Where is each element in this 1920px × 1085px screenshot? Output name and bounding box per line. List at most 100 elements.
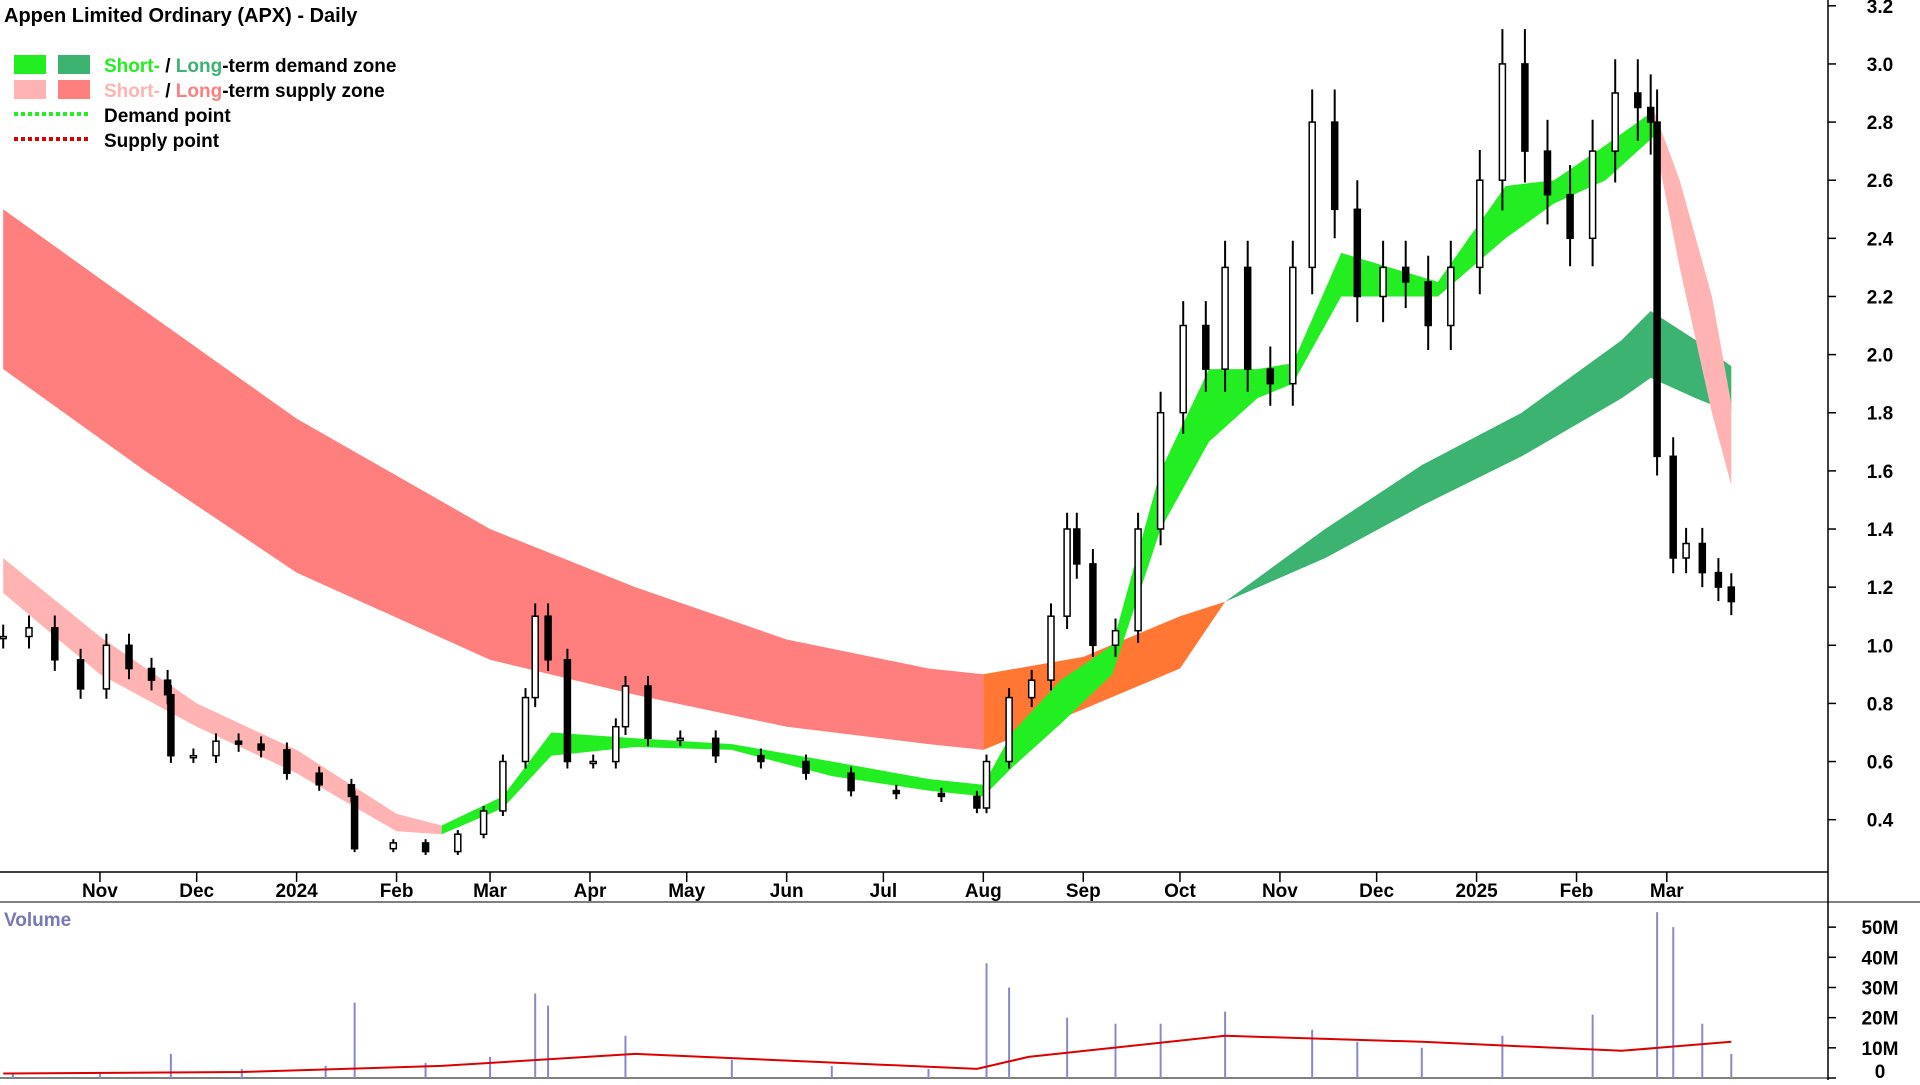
legend-label: Short- / Long-term demand zone <box>104 56 396 77</box>
price-candle <box>1027 679 1036 699</box>
x-tick-label: Aug <box>965 881 1002 902</box>
x-tick-label: Jul <box>870 881 897 902</box>
price-candle <box>350 795 359 850</box>
price-candle <box>1682 542 1690 559</box>
price-candle <box>1611 92 1619 152</box>
price-candle <box>1308 121 1316 269</box>
volume-tick-label: 10M <box>1862 1039 1899 1060</box>
price-candle <box>521 696 530 763</box>
price-candle <box>76 659 85 690</box>
x-tick-label: Feb <box>1560 881 1594 902</box>
price-candle <box>1669 455 1677 559</box>
price-candle <box>1698 542 1707 574</box>
y-tick-label: 1.4 <box>1867 520 1894 541</box>
legend-label: Demand point <box>104 106 231 127</box>
price-candle <box>315 772 323 786</box>
price-candle <box>892 789 901 795</box>
legend-swatch-short <box>14 55 46 74</box>
price-candle <box>147 667 156 681</box>
price-candle <box>1005 696 1013 763</box>
y-tick-label: 3.0 <box>1867 55 1893 76</box>
y-tick-label: 0.8 <box>1867 694 1893 715</box>
price-candle <box>1401 266 1410 283</box>
price-candle <box>1156 411 1165 530</box>
y-tick-label: 1.2 <box>1867 578 1893 599</box>
price-candle <box>644 685 652 740</box>
price-candle <box>102 644 111 690</box>
x-tick-label: May <box>668 881 705 902</box>
legend-swatch-long <box>58 55 90 74</box>
legend-label-part: Long <box>176 81 222 102</box>
price-candle <box>1134 528 1142 632</box>
y-tick-label: 2.8 <box>1867 113 1893 134</box>
y-tick-label: 0.4 <box>1867 811 1894 832</box>
long-term-demand-zone <box>1225 311 1732 602</box>
x-tick-label: Mar <box>473 881 507 902</box>
y-tick-label: 3.2 <box>1867 0 1893 18</box>
price-candle <box>389 842 398 850</box>
y-tick-label: 0.6 <box>1867 753 1893 774</box>
price-candle <box>421 842 430 853</box>
legend-label: Supply point <box>104 131 220 152</box>
price-candle <box>612 725 620 763</box>
price-candle <box>257 743 265 751</box>
x-tick-label: 2025 <box>1455 881 1498 902</box>
long-term-zone-layer <box>3 209 1732 750</box>
volume-tick-label: 30M <box>1862 979 1899 1000</box>
legend-label-part: -term demand zone <box>222 56 396 77</box>
price-candle <box>1063 528 1071 617</box>
price-candle <box>1653 121 1661 458</box>
price-candle <box>1646 106 1655 123</box>
price-candle <box>973 795 981 809</box>
y-tick-label: 2.4 <box>1867 229 1894 250</box>
volume-layer: 50M 40M 30M 20M 10M 0 <box>3 912 1899 1083</box>
price-candle <box>163 679 172 696</box>
price-candle <box>1588 150 1597 240</box>
price-candle <box>757 754 765 763</box>
volume-title: Volume <box>4 910 71 931</box>
x-tick-label: Mar <box>1650 881 1684 902</box>
price-candle <box>234 740 243 745</box>
long-term-supply-zone <box>3 209 984 750</box>
price-candle <box>982 760 991 809</box>
price-candle <box>454 833 462 853</box>
price-candle <box>531 615 539 699</box>
price-candle <box>1498 63 1507 181</box>
legend-label-part: Long <box>176 56 222 77</box>
price-candle <box>1202 324 1210 370</box>
y-tick-label: 2.6 <box>1867 171 1893 192</box>
price-candle <box>711 737 720 757</box>
x-tick-label: Nov <box>1262 881 1298 902</box>
price-candle <box>51 627 59 661</box>
price-candle <box>563 659 572 763</box>
y-tick-label: 1.8 <box>1867 404 1893 425</box>
volume-tick-label: 20M <box>1862 1009 1899 1030</box>
legend-label-part: Short- <box>104 56 160 77</box>
price-candle <box>1447 266 1455 327</box>
x-tick-label: Jun <box>770 881 804 902</box>
price-candle <box>1424 281 1432 327</box>
legend-label-part: / <box>160 56 176 77</box>
price-candle <box>479 810 488 836</box>
price-candle <box>621 685 630 728</box>
y-tick-label: 2.2 <box>1867 288 1893 309</box>
price-candle <box>283 749 291 774</box>
price-candle <box>1521 63 1529 152</box>
price-candle <box>1289 266 1297 385</box>
legend-label-part: -term supply zone <box>222 81 385 102</box>
price-candle <box>1243 266 1252 370</box>
x-tick-label: Feb <box>380 881 414 902</box>
legend-swatch-short <box>14 80 46 99</box>
price-candle <box>847 772 855 792</box>
price-candle <box>212 740 220 757</box>
price-candle <box>1073 528 1081 565</box>
price-candle <box>937 792 946 798</box>
x-tick-label: Dec <box>179 881 214 902</box>
legend-swatch-long <box>58 80 90 99</box>
price-candle <box>189 754 198 759</box>
price-candle <box>499 760 507 812</box>
short-term-demand-zone <box>441 732 1013 835</box>
